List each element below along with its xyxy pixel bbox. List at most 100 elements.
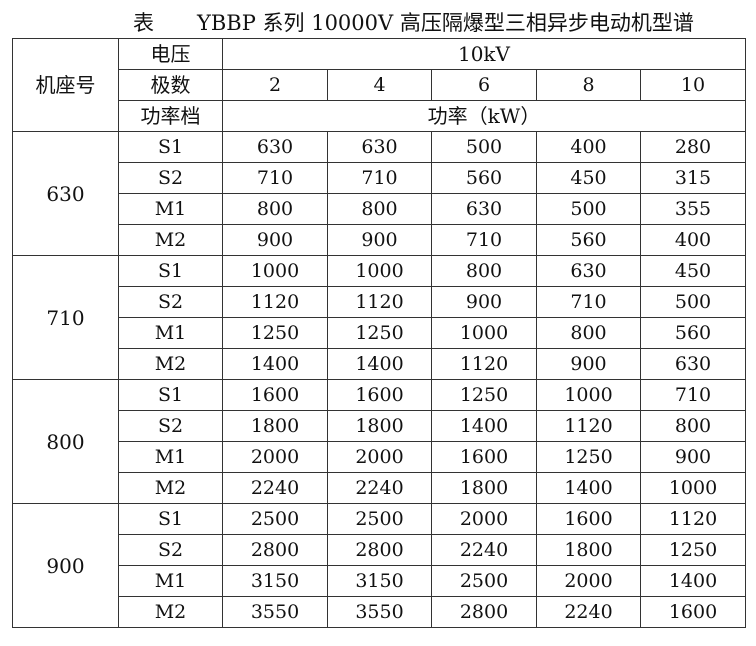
motor-spec-table: 机座号 电压 10kV 极数 2 4 6 8 10 功率档 功率（kW） 630… bbox=[12, 38, 746, 628]
power-class-cell: M1 bbox=[118, 317, 223, 349]
power-class-cell: M1 bbox=[118, 193, 223, 225]
power-value-cell: 2000 bbox=[327, 441, 432, 473]
power-value-cell: 630 bbox=[536, 255, 641, 287]
power-class-label: 功率档 bbox=[118, 100, 223, 132]
power-value-cell: 630 bbox=[222, 131, 328, 163]
power-class-cell: S1 bbox=[118, 131, 223, 163]
power-value-cell: 2800 bbox=[431, 596, 537, 628]
power-value-cell: 1120 bbox=[431, 348, 537, 380]
table-row: M2 2240 2240 1800 1400 1000 bbox=[13, 472, 746, 504]
power-value-cell: 800 bbox=[327, 193, 432, 225]
power-value-cell: 1600 bbox=[327, 379, 432, 411]
table-row: M2 900 900 710 560 400 bbox=[13, 224, 746, 256]
pole-header: 4 bbox=[327, 69, 432, 101]
power-class-cell: S1 bbox=[118, 379, 223, 411]
power-value-cell: 1120 bbox=[640, 503, 746, 535]
voltage-label: 电压 bbox=[118, 38, 223, 70]
header-row-voltage: 机座号 电压 10kV bbox=[12, 38, 746, 132]
power-value-cell: 1000 bbox=[640, 472, 746, 504]
table-row: M1 2000 2000 1600 1250 900 bbox=[13, 441, 746, 473]
power-value-cell: 500 bbox=[431, 131, 537, 163]
power-class-cell: M2 bbox=[118, 472, 223, 504]
power-value-cell: 2500 bbox=[327, 503, 432, 535]
power-value-cell: 500 bbox=[536, 193, 641, 225]
power-value-cell: 1800 bbox=[431, 472, 537, 504]
power-value-cell: 710 bbox=[222, 162, 328, 194]
poles-label: 极数 bbox=[118, 69, 223, 101]
power-value-cell: 500 bbox=[640, 286, 746, 318]
power-value-cell: 710 bbox=[640, 379, 746, 411]
pole-header: 10 bbox=[640, 69, 746, 101]
table-body: 机座号 电压 10kV 极数 2 4 6 8 10 功率档 功率（kW） 630… bbox=[12, 38, 746, 628]
power-value-cell: 1000 bbox=[327, 255, 432, 287]
power-class-cell: M2 bbox=[118, 596, 223, 628]
power-class-cell: S2 bbox=[118, 286, 223, 318]
table-title: 表 YBBP 系列 10000V 高压隔爆型三相异步电动机型谱 bbox=[0, 8, 756, 38]
table-title-text: YBBP 系列 10000V 高压隔爆型三相异步电动机型谱 bbox=[197, 11, 694, 35]
power-value-cell: 1800 bbox=[222, 410, 328, 442]
power-value-cell: 1600 bbox=[536, 503, 641, 535]
power-value-cell: 2800 bbox=[222, 534, 328, 566]
power-value-cell: 1000 bbox=[536, 379, 641, 411]
power-value-cell: 2240 bbox=[222, 472, 328, 504]
power-value-cell: 1400 bbox=[431, 410, 537, 442]
power-value-cell: 630 bbox=[431, 193, 537, 225]
power-value-cell: 1250 bbox=[222, 317, 328, 349]
power-class-cell: M1 bbox=[118, 441, 223, 473]
power-value-cell: 2500 bbox=[222, 503, 328, 535]
power-value-cell: 560 bbox=[536, 224, 641, 256]
power-value-cell: 3550 bbox=[222, 596, 328, 628]
power-value-cell: 1120 bbox=[536, 410, 641, 442]
power-class-cell: S2 bbox=[118, 534, 223, 566]
table-row: M2 3550 3550 2800 2240 1600 bbox=[13, 596, 746, 628]
power-unit-label: 功率（kW） bbox=[222, 100, 746, 132]
power-value-cell: 1000 bbox=[431, 317, 537, 349]
power-value-cell: 800 bbox=[431, 255, 537, 287]
power-value-cell: 1120 bbox=[327, 286, 432, 318]
power-value-cell: 1120 bbox=[222, 286, 328, 318]
power-value-cell: 900 bbox=[327, 224, 432, 256]
power-value-cell: 400 bbox=[640, 224, 746, 256]
power-value-cell: 710 bbox=[327, 162, 432, 194]
power-value-cell: 1600 bbox=[222, 379, 328, 411]
power-value-cell: 710 bbox=[431, 224, 537, 256]
power-value-cell: 900 bbox=[640, 441, 746, 473]
power-class-cell: M2 bbox=[118, 348, 223, 380]
power-value-cell: 630 bbox=[640, 348, 746, 380]
power-value-cell: 1250 bbox=[536, 441, 641, 473]
table-row: 710 S1 1000 1000 800 630 450 bbox=[12, 255, 746, 380]
power-value-cell: 1800 bbox=[327, 410, 432, 442]
power-value-cell: 2000 bbox=[222, 441, 328, 473]
power-value-cell: 630 bbox=[327, 131, 432, 163]
power-value-cell: 560 bbox=[431, 162, 537, 194]
power-value-cell: 2000 bbox=[431, 503, 537, 535]
power-value-cell: 2500 bbox=[431, 565, 537, 597]
table-row: M1 3150 3150 2500 2000 1400 bbox=[13, 565, 746, 597]
power-class-cell: M2 bbox=[118, 224, 223, 256]
table-row: S2 2800 2800 2240 1800 1250 bbox=[13, 534, 746, 566]
power-value-cell: 1600 bbox=[640, 596, 746, 628]
power-value-cell: 2000 bbox=[536, 565, 641, 597]
seat-number-cell: 900 bbox=[12, 503, 119, 628]
pole-header: 8 bbox=[536, 69, 641, 101]
power-value-cell: 800 bbox=[222, 193, 328, 225]
seat-number-cell: 800 bbox=[12, 379, 119, 504]
power-value-cell: 900 bbox=[536, 348, 641, 380]
power-value-cell: 1250 bbox=[327, 317, 432, 349]
table-row: S2 710 710 560 450 315 bbox=[13, 162, 746, 194]
table-title-prefix: 表 bbox=[133, 11, 154, 35]
power-value-cell: 3150 bbox=[327, 565, 432, 597]
header-row-poles: 极数 2 4 6 8 10 bbox=[13, 69, 746, 101]
table-row: M1 1250 1250 1000 800 560 bbox=[13, 317, 746, 349]
power-class-cell: S2 bbox=[118, 162, 223, 194]
power-value-cell: 1800 bbox=[536, 534, 641, 566]
table-row: 800 S1 1600 1600 1250 1000 710 bbox=[12, 379, 746, 504]
power-value-cell: 1600 bbox=[431, 441, 537, 473]
power-value-cell: 710 bbox=[536, 286, 641, 318]
power-value-cell: 280 bbox=[640, 131, 746, 163]
power-value-cell: 1400 bbox=[640, 565, 746, 597]
power-class-cell: S2 bbox=[118, 410, 223, 442]
table-row: 900 S1 2500 2500 2000 1600 1120 bbox=[12, 503, 746, 628]
table-row: S2 1120 1120 900 710 500 bbox=[13, 286, 746, 318]
power-value-cell: 1000 bbox=[222, 255, 328, 287]
